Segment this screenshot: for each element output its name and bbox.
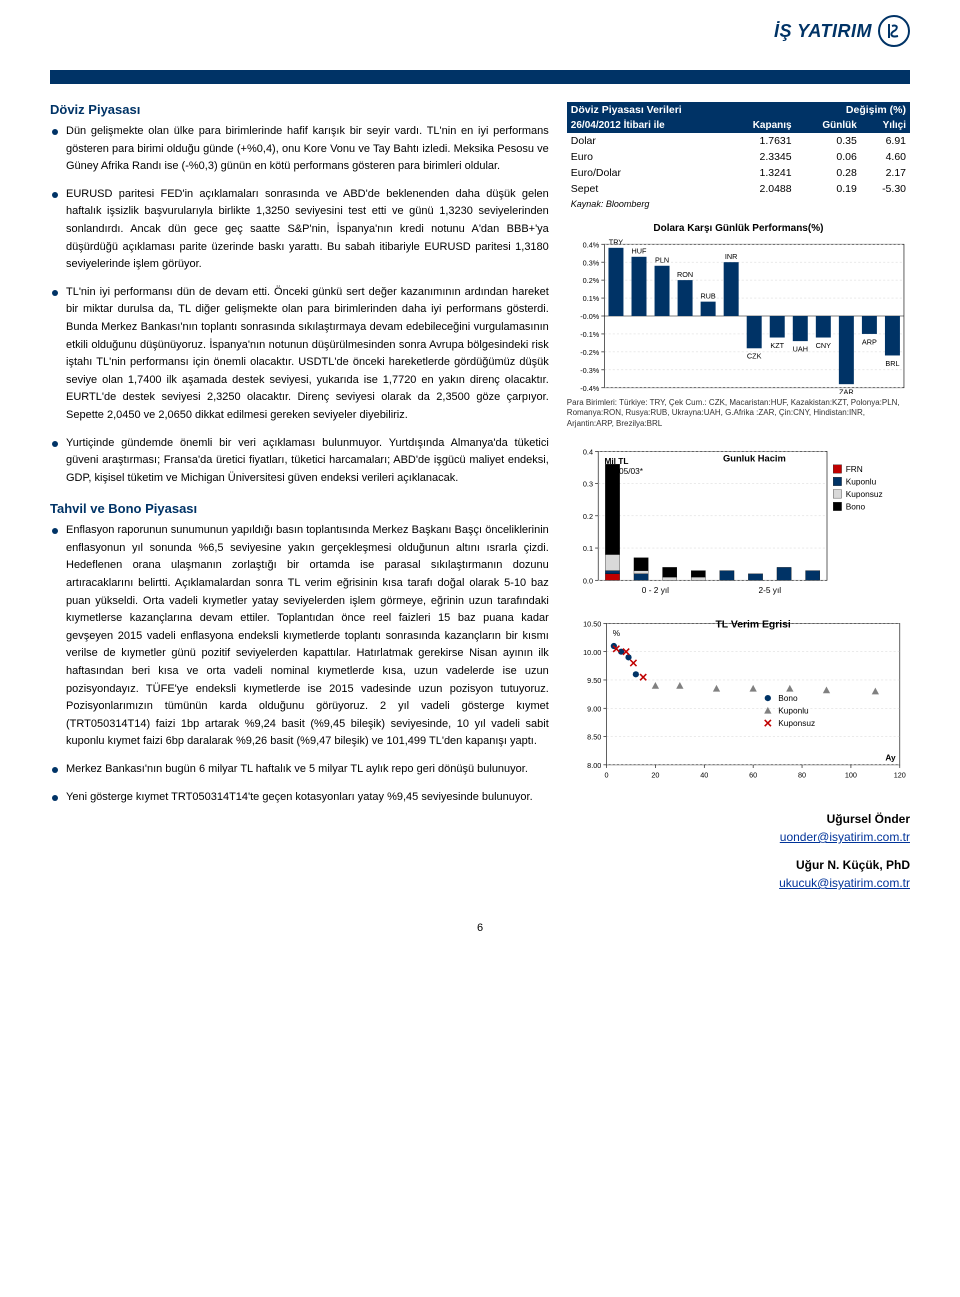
fx-section-title: Döviz Piyasası [50, 102, 549, 117]
svg-text:Kuponsuz: Kuponsuz [846, 489, 883, 499]
svg-text:2-5 yıl: 2-5 yıl [758, 585, 781, 595]
svg-text:100: 100 [845, 770, 857, 779]
svg-text:8.50: 8.50 [587, 733, 601, 742]
yield-curve-chart: 8.00 8.50 9.00 9.50 10.00 10.50 0 20 40 60 80 100 12… [567, 613, 910, 790]
fx-table-col: 26/04/2012 İtibari ile [567, 118, 724, 133]
svg-text:10.50: 10.50 [583, 620, 601, 629]
perf-chart-svg: -0.4% -0.3% -0.2% -0.1% -0.0% 0.1% 0.2% 0.3% 0.4… [567, 238, 910, 394]
svg-text:INR: INR [725, 252, 738, 261]
svg-text:Bono: Bono [846, 502, 866, 512]
daily-volume-chart: 0.0 0.1 0.2 0.3 0.4 0 - 2 yıl 2-5 yıl Mil TL05/… [567, 443, 910, 599]
svg-text:20: 20 [651, 770, 659, 779]
contacts-block: Uğursel Önder uonder@isyatirim.com.tr Uğ… [567, 810, 910, 892]
perf-chart-title: Dolara Karşı Günlük Performans(%) [567, 223, 910, 234]
bond-section-title: Tahvil ve Bono Piyasası [50, 501, 549, 516]
svg-text:%: % [613, 628, 621, 638]
svg-text:Ay: Ay [885, 753, 896, 763]
svg-text:TRY: TRY [609, 238, 624, 247]
fx-bullet: TL'nin iyi performansı dün de devam etti… [50, 284, 549, 425]
svg-text:0.1: 0.1 [583, 544, 593, 553]
yield-chart-svg: 8.00 8.50 9.00 9.50 10.00 10.50 0 20 40 60 80 100 12… [567, 613, 910, 790]
svg-text:-0.2%: -0.2% [580, 348, 600, 357]
fx-table-col: Kapanış [724, 118, 796, 133]
fx-table-title-right: Değişim (%) [796, 102, 910, 118]
svg-text:0.4%: 0.4% [582, 240, 599, 249]
table-row: Dolar 1.7631 0.35 6.91 [567, 133, 910, 149]
svg-text:BRL: BRL [885, 359, 899, 368]
svg-text:0.3%: 0.3% [582, 258, 599, 267]
fx-bullet: Yurtiçinde gündemde önemli bir veri açık… [50, 435, 549, 488]
svg-text:Kuponsuz: Kuponsuz [778, 718, 815, 728]
fx-bullets: Dün gelişmekte olan ülke para birimlerin… [50, 123, 549, 487]
svg-text:FRN: FRN [846, 464, 863, 474]
table-row: Euro 2.3345 0.06 4.60 [567, 149, 910, 165]
svg-text:0.3: 0.3 [583, 480, 593, 489]
volume-chart-svg: 0.0 0.1 0.2 0.3 0.4 0 - 2 yıl 2-5 yıl Mil TL05/… [567, 443, 910, 599]
fx-bullet: Dün gelişmekte olan ülke para birimlerin… [50, 123, 549, 176]
is-yatirim-logo-icon [878, 15, 910, 47]
svg-text:-0.1%: -0.1% [580, 330, 600, 339]
svg-text:0.4: 0.4 [583, 448, 593, 457]
daily-performance-chart: Dolara Karşı Günlük Performans(%) -0.4%-… [567, 223, 910, 429]
svg-text:UAH: UAH [792, 345, 807, 354]
svg-text:Gunluk Hacim: Gunluk Hacim [723, 454, 786, 464]
table-row: Sepet 2.0488 0.19 -5.30 [567, 181, 910, 197]
svg-text:ZAR: ZAR [839, 388, 854, 394]
svg-text:10.00: 10.00 [583, 648, 601, 657]
logo-text: İŞ YATIRIM [774, 21, 872, 42]
bond-bullet: Merkez Bankası'nın bugün 6 milyar TL haf… [50, 761, 549, 779]
svg-text:9.50: 9.50 [587, 676, 601, 685]
svg-text:-0.4%: -0.4% [580, 384, 600, 393]
svg-text:Bono: Bono [778, 693, 798, 703]
svg-text:9.00: 9.00 [587, 705, 601, 714]
fx-table-title-left: Döviz Piyasası Verileri [567, 102, 796, 118]
contact-name: Uğur N. Küçük, PhD [567, 856, 910, 874]
fx-bullet: EURUSD paritesi FED'in açıklamaları sonr… [50, 186, 549, 274]
table-row: Euro/Dolar 1.3241 0.28 2.17 [567, 165, 910, 181]
contact-name: Uğursel Önder [567, 810, 910, 828]
company-logo: İŞ YATIRIM [774, 15, 910, 47]
svg-text:RON: RON [677, 270, 693, 279]
svg-text:Kuponlu: Kuponlu [778, 706, 809, 716]
svg-text:PLN: PLN [655, 256, 669, 265]
svg-text:Mil TL: Mil TL [604, 456, 628, 466]
bond-bullet: Yeni gösterge kıymet TRT050314T14'te geç… [50, 789, 549, 807]
fx-table-col: Günlük [796, 118, 861, 133]
page-number: 6 [50, 922, 910, 934]
header-bar [50, 70, 910, 84]
svg-text:0.0: 0.0 [583, 577, 593, 586]
svg-text:Kuponlu: Kuponlu [846, 477, 877, 487]
svg-text:0.2%: 0.2% [582, 276, 599, 285]
svg-text:HUF: HUF [631, 247, 646, 256]
bond-bullet: Enflasyon raporunun sunumunun yapıldığı … [50, 522, 549, 751]
contact-email[interactable]: uonder@isyatirim.com.tr [780, 830, 910, 844]
svg-text:0: 0 [604, 770, 608, 779]
svg-text:120: 120 [894, 770, 906, 779]
svg-text:0 - 2 yıl: 0 - 2 yıl [642, 585, 669, 595]
fx-table-source: Kaynak: Bloomberg [567, 199, 910, 209]
fx-data-table: Döviz Piyasası Verileri Değişim (%) 26/0… [567, 102, 910, 197]
fx-table-col: Yılıçi [861, 118, 910, 133]
svg-text:KZT: KZT [770, 341, 784, 350]
svg-text:80: 80 [798, 770, 806, 779]
svg-text:RUB: RUB [700, 292, 715, 301]
bond-bullets: Enflasyon raporunun sunumunun yapıldığı … [50, 522, 549, 806]
svg-text:-0.0%: -0.0% [580, 312, 600, 321]
svg-text:0.1%: 0.1% [582, 294, 599, 303]
svg-text:8.00: 8.00 [587, 761, 601, 770]
svg-text:ARP: ARP [862, 337, 877, 346]
svg-text:CZK: CZK [747, 352, 762, 361]
svg-text:0.2: 0.2 [583, 512, 593, 521]
svg-text:60: 60 [749, 770, 757, 779]
svg-text:40: 40 [700, 770, 708, 779]
svg-text:CNY: CNY [815, 341, 830, 350]
perf-chart-footnote: Para Birimleri: Türkiye: TRY, Çek Cum.: … [567, 398, 910, 429]
svg-text:TL Verim Egrisi: TL Verim Egrisi [715, 620, 790, 631]
svg-text:05/03*: 05/03* [619, 466, 644, 476]
contact-email[interactable]: ukucuk@isyatirim.com.tr [779, 876, 910, 890]
svg-text:-0.3%: -0.3% [580, 366, 600, 375]
